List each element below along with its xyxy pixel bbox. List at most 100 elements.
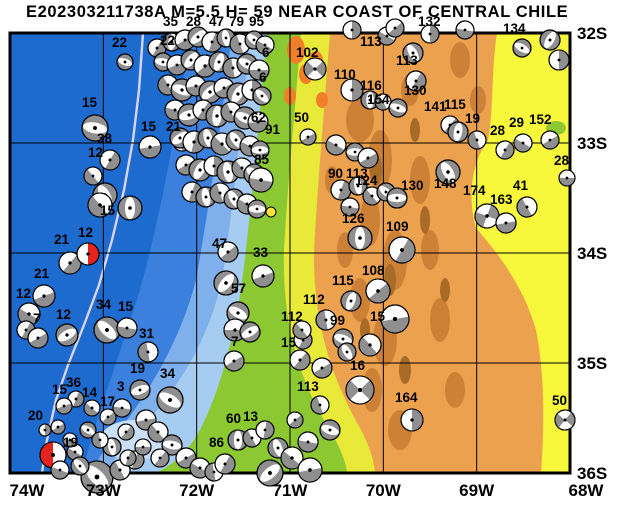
focal-mechanism xyxy=(311,357,333,379)
focal-mechanism xyxy=(70,456,90,476)
focal-mechanism xyxy=(420,24,440,44)
depth-label: 36 xyxy=(66,375,82,390)
depth-label: 28 xyxy=(490,123,506,138)
depth-label: 154 xyxy=(367,92,390,107)
focal-mechanism xyxy=(255,35,275,55)
focal-mechanism xyxy=(516,196,538,218)
depth-label: 22 xyxy=(112,35,127,50)
depth-label: 85 xyxy=(254,152,270,167)
depth-label: 62 xyxy=(251,110,266,125)
focal-mechanism xyxy=(303,57,327,81)
depth-label: 112 xyxy=(281,309,303,324)
focal-mechanism xyxy=(116,53,134,71)
focal-mechanism xyxy=(402,42,424,64)
depth-label: 21 xyxy=(34,266,50,281)
depth-label: 12 xyxy=(88,145,103,160)
depth-label: 124 xyxy=(355,173,378,188)
terrain-patch xyxy=(410,118,420,142)
focal-mechanism xyxy=(374,93,392,111)
focal-mechanism xyxy=(495,212,517,234)
focal-mechanism xyxy=(405,70,427,92)
focal-mechanism xyxy=(91,431,109,449)
depth-label: 21 xyxy=(166,119,182,134)
longitude-axis-label: 68W xyxy=(569,481,605,500)
focal-mechanism xyxy=(62,432,78,448)
focal-mechanism xyxy=(310,395,330,415)
focal-mechanism xyxy=(512,38,532,58)
depth-label: 17 xyxy=(100,394,115,409)
focal-mechanism xyxy=(250,140,270,160)
terrain-patch xyxy=(316,92,328,108)
focal-mechanism xyxy=(87,192,113,218)
focal-mechanism xyxy=(330,179,352,201)
depth-label: 21 xyxy=(54,232,70,247)
latitude-axis-label: 36S xyxy=(577,464,607,483)
focal-mechanism xyxy=(99,149,121,171)
focal-mechanism xyxy=(360,90,380,110)
focal-mechanism xyxy=(388,236,416,264)
focal-mechanism xyxy=(129,379,151,401)
focal-mechanism xyxy=(251,264,275,288)
focal-mechanism xyxy=(213,270,239,296)
depth-label: 164 xyxy=(395,390,418,405)
focal-mechanism xyxy=(50,419,66,435)
depth-label: 50 xyxy=(294,110,309,125)
depth-label: 28 xyxy=(554,153,570,168)
longitude-axis-label: 71W xyxy=(273,481,309,500)
focal-mechanism xyxy=(55,323,79,347)
depth-label: 132 xyxy=(418,14,441,29)
trench-line xyxy=(40,33,145,473)
longitude-axis-label: 70W xyxy=(366,481,402,500)
depth-label: 57 xyxy=(231,281,246,296)
depth-label: 79 xyxy=(229,14,244,29)
depth-label: 38 xyxy=(97,131,113,146)
depth-label: 152 xyxy=(529,112,552,127)
focal-mechanism xyxy=(247,111,269,133)
focal-mechanism xyxy=(340,197,360,217)
focal-mechanism xyxy=(38,423,52,437)
focal-mechanism xyxy=(358,333,382,357)
depth-label: 115 xyxy=(444,97,466,112)
terrain-patch xyxy=(287,36,305,64)
depth-label: 6 xyxy=(259,70,267,85)
depth-label: 14 xyxy=(82,385,98,400)
map-frame-border xyxy=(8,31,572,475)
focal-mechanism xyxy=(495,140,515,160)
depth-label: 15 xyxy=(82,95,98,110)
latitude-axis-label: 34S xyxy=(577,244,607,263)
depth-label: 130 xyxy=(401,178,424,193)
focal-mechanism xyxy=(539,29,561,51)
depth-label: 141 xyxy=(424,99,447,114)
focal-mechanism xyxy=(347,225,373,251)
longitude-axis-label: 73W xyxy=(86,481,122,500)
focal-mechanism xyxy=(119,449,137,467)
focal-mechanism xyxy=(137,341,159,363)
terrain-patch xyxy=(410,156,430,204)
focal-mechanism xyxy=(217,241,239,263)
depth-label: 113 xyxy=(346,166,368,181)
focal-mechanism xyxy=(467,130,487,150)
depth-label: 13 xyxy=(243,409,259,424)
depth-label: 99 xyxy=(330,313,345,328)
depth-label: 134 xyxy=(503,21,526,36)
depth-label: 108 xyxy=(362,263,385,278)
depth-label: 148 xyxy=(434,176,457,191)
focal-mechanism xyxy=(247,199,267,219)
focal-mechanism xyxy=(117,195,143,221)
focal-mechanism xyxy=(385,18,405,38)
longitude-axis-label: 74W xyxy=(10,481,46,500)
depth-label: 15 xyxy=(118,299,134,314)
focal-mechanism xyxy=(239,321,261,343)
focal-mechanism xyxy=(388,98,408,118)
depth-label: 109 xyxy=(386,219,409,234)
depth-label: 130 xyxy=(404,83,427,98)
depth-label: 15 xyxy=(370,309,386,324)
focal-mechanism xyxy=(27,327,49,349)
depth-label: 86 xyxy=(209,435,225,450)
depth-label: 12 xyxy=(16,286,31,301)
terrain-patch xyxy=(470,86,486,114)
focal-mechanism xyxy=(289,349,311,371)
depth-label: 34 xyxy=(160,366,176,381)
focal-mechanism xyxy=(161,434,183,456)
